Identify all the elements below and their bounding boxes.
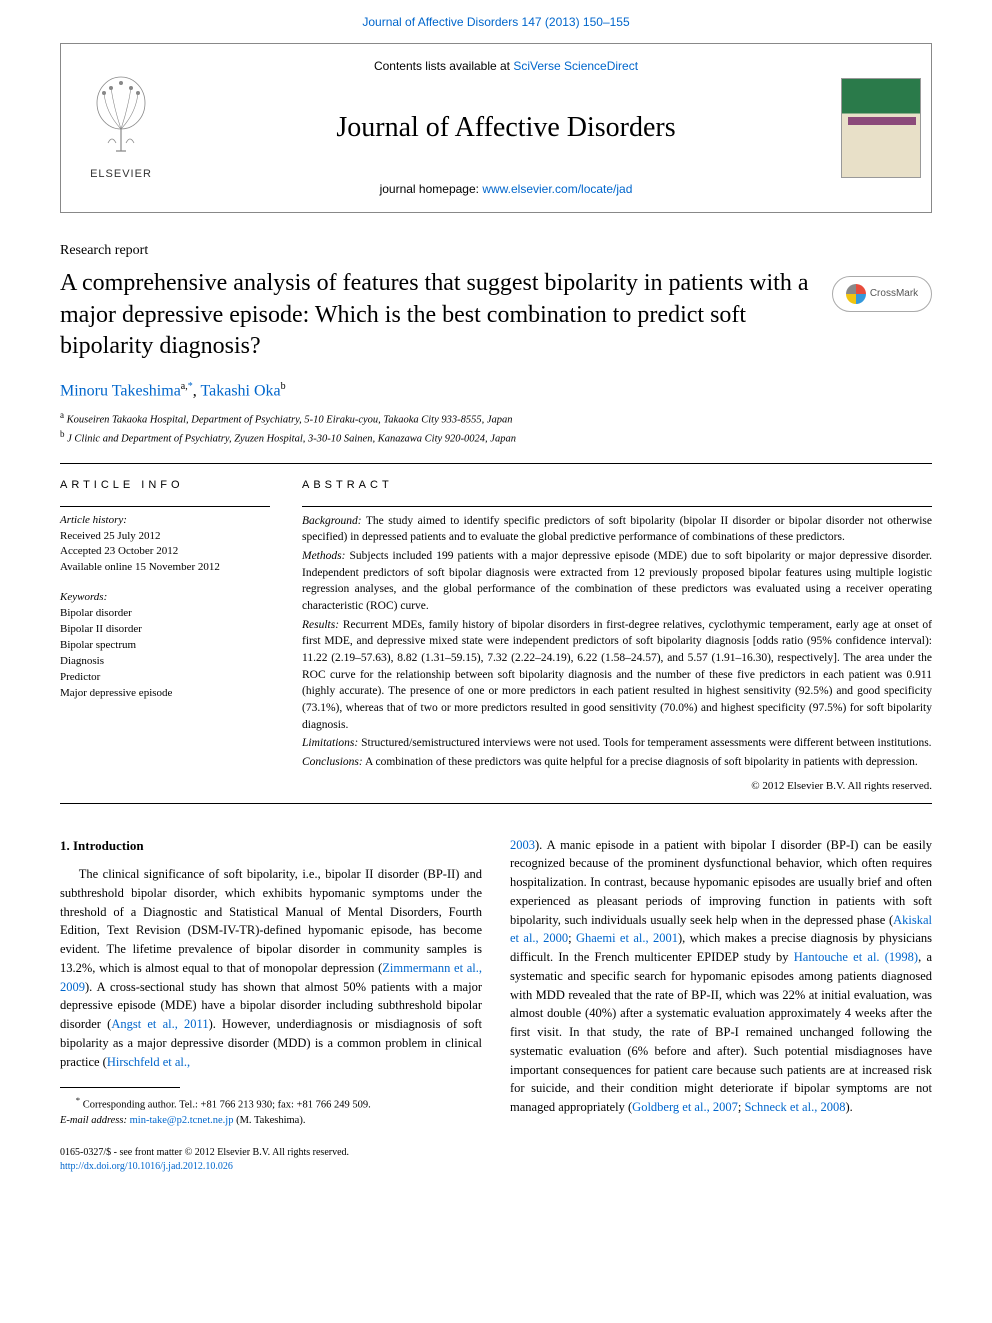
article-title: A comprehensive analysis of features tha… — [60, 268, 832, 362]
ref-link[interactable]: Hirschfeld et al., — [107, 1055, 190, 1069]
ref-link[interactable]: Schneck et al., 2008 — [744, 1100, 845, 1114]
keywords-label: Keywords: — [60, 590, 270, 606]
footnote-divider — [60, 1087, 180, 1088]
crossmark-icon — [846, 284, 866, 304]
corresponding-footnote: * Corresponding author. Tel.: +81 766 21… — [60, 1094, 482, 1128]
body-col-right: 2003). A manic episode in a patient with… — [510, 836, 932, 1129]
history-online: Available online 15 November 2012 — [60, 560, 270, 576]
article-info-label: article info — [60, 478, 270, 493]
crossmark-badge[interactable]: CrossMark — [832, 276, 932, 312]
divider — [60, 803, 932, 804]
keyword: Diagnosis — [60, 654, 270, 670]
ref-link[interactable]: Goldberg et al., 2007 — [632, 1100, 738, 1114]
homepage-line: journal homepage: www.elsevier.com/locat… — [191, 181, 821, 198]
intro-heading: 1. Introduction — [60, 836, 482, 856]
keyword: Bipolar II disorder — [60, 622, 270, 638]
sciencedirect-link[interactable]: SciVerse ScienceDirect — [513, 59, 638, 73]
journal-name: Journal of Affective Disorders — [191, 108, 821, 147]
abstract-label: abstract — [302, 478, 932, 493]
abs-limitations-label: Limitations: — [302, 737, 358, 749]
citation-header: Journal of Affective Disorders 147 (2013… — [0, 0, 992, 43]
article-info-column: article info Article history: Received 2… — [60, 478, 270, 794]
journal-header-box: ELSEVIER Contents lists available at Sci… — [60, 43, 932, 213]
abs-methods-text: Subjects included 199 patients with a ma… — [302, 550, 932, 612]
abs-conclusions-text: A combination of these predictors was qu… — [363, 756, 918, 768]
authors-line: Minoru Takeshimaa,*, Takashi Okab — [60, 380, 932, 403]
elsevier-tree-icon — [86, 73, 156, 163]
abstract-text: Background: The study aimed to identify … — [302, 513, 932, 795]
citation-link[interactable]: Journal of Affective Disorders 147 (2013… — [362, 15, 629, 29]
author-2-link[interactable]: Takashi Oka — [200, 382, 280, 399]
contents-line: Contents lists available at SciVerse Sci… — [191, 58, 821, 75]
intro-para-2: 2003). A manic episode in a patient with… — [510, 836, 932, 1117]
cover-thumbnail — [831, 44, 931, 212]
keyword: Major depressive episode — [60, 686, 270, 702]
elsevier-label: ELSEVIER — [90, 167, 152, 182]
history-received: Received 25 July 2012 — [60, 529, 270, 545]
ref-link[interactable]: Angst et al., 2011 — [111, 1017, 208, 1031]
abs-results-text: Recurrent MDEs, family history of bipola… — [302, 619, 932, 731]
doi-link[interactable]: http://dx.doi.org/10.1016/j.jad.2012.10.… — [60, 1161, 233, 1172]
affiliation-b: J Clinic and Department of Psychiatry, Z… — [65, 433, 516, 444]
article-history: Article history: Received 25 July 2012 A… — [60, 513, 270, 577]
abstract-copyright: © 2012 Elsevier B.V. All rights reserved… — [302, 779, 932, 795]
abstract-divider — [302, 506, 932, 507]
ref-link[interactable]: 2003 — [510, 838, 535, 852]
cover-image — [841, 78, 921, 178]
info-divider — [60, 506, 270, 507]
history-accepted: Accepted 23 October 2012 — [60, 544, 270, 560]
abs-results-label: Results: — [302, 619, 339, 631]
abs-background-label: Background: — [302, 515, 362, 527]
article-type: Research report — [60, 241, 932, 261]
abs-methods-label: Methods: — [302, 550, 345, 562]
abstract-column: abstract Background: The study aimed to … — [302, 478, 932, 794]
author-1-link[interactable]: Minoru Takeshima — [60, 382, 181, 399]
history-label: Article history: — [60, 513, 270, 529]
keyword: Predictor — [60, 670, 270, 686]
keyword: Bipolar disorder — [60, 606, 270, 622]
elsevier-logo: ELSEVIER — [61, 44, 181, 212]
keyword: Bipolar spectrum — [60, 638, 270, 654]
affiliation-a: Kouseiren Takaoka Hospital, Department o… — [64, 414, 513, 425]
contents-prefix: Contents lists available at — [374, 59, 513, 73]
email-label: E-mail address: — [60, 1115, 130, 1126]
email-link[interactable]: min-take@p2.tcnet.ne.jp — [130, 1115, 234, 1126]
abs-limitations-text: Structured/semistructured interviews wer… — [358, 737, 931, 749]
page-footer: 0165-0327/$ - see front matter © 2012 El… — [60, 1146, 932, 1174]
keywords-block: Keywords: Bipolar disorder Bipolar II di… — [60, 590, 270, 702]
homepage-link[interactable]: www.elsevier.com/locate/jad — [482, 182, 632, 196]
body-col-left: 1. Introduction The clinical significanc… — [60, 836, 482, 1129]
header-center: Contents lists available at SciVerse Sci… — [181, 44, 831, 212]
footer-issn: 0165-0327/$ - see front matter © 2012 El… — [60, 1146, 932, 1160]
divider — [60, 463, 932, 464]
body-columns: 1. Introduction The clinical significanc… — [60, 836, 932, 1129]
intro-para-1: The clinical significance of soft bipola… — [60, 865, 482, 1071]
abs-conclusions-label: Conclusions: — [302, 756, 363, 768]
affiliations: a Kouseiren Takaoka Hospital, Department… — [60, 409, 932, 448]
ref-link[interactable]: Hantouche et al. (1998) — [794, 950, 918, 964]
crossmark-label: CrossMark — [870, 287, 918, 301]
abs-background-text: The study aimed to identify specific pre… — [302, 515, 932, 544]
ref-link[interactable]: Ghaemi et al., 2001 — [576, 931, 678, 945]
homepage-prefix: journal homepage: — [380, 182, 483, 196]
